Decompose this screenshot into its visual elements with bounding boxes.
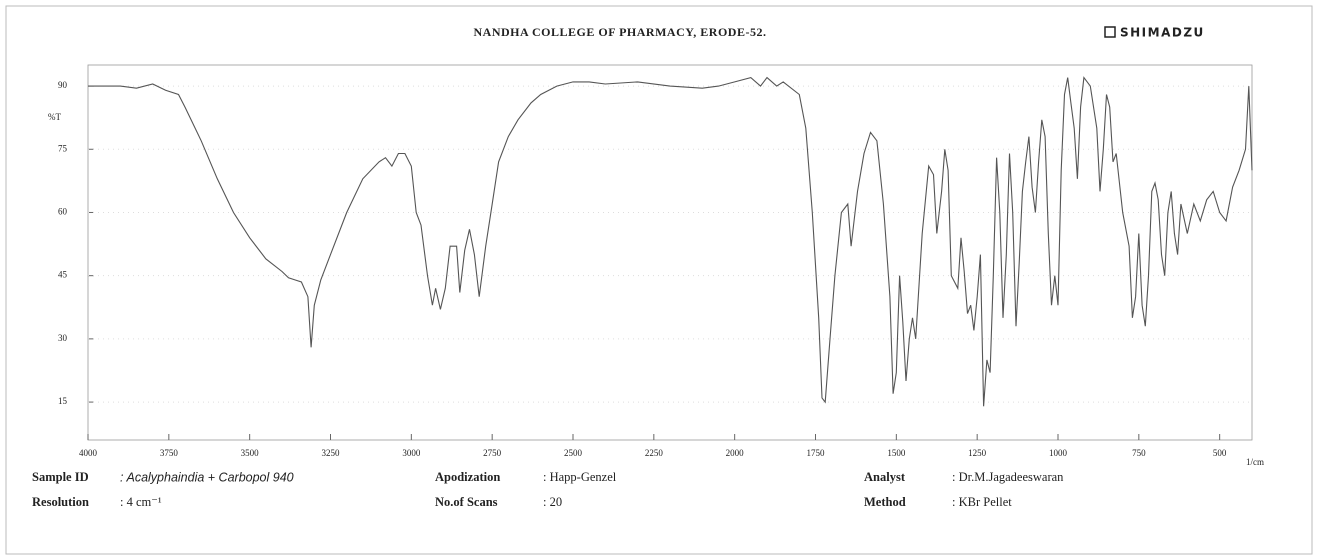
x-tick-label: 2000: [726, 448, 745, 458]
field-label: Method: [864, 495, 906, 509]
field-label: Resolution: [32, 495, 89, 509]
x-tick-label: 1500: [887, 448, 906, 458]
x-tick-label: 2500: [564, 448, 583, 458]
x-tick-label: 2750: [483, 448, 502, 458]
field-value: : 20: [543, 495, 562, 509]
header-title: NANDHA COLLEGE OF PHARMACY, ERODE-52.: [474, 25, 767, 39]
plot-frame: [87, 64, 1253, 441]
x-tick-label: 4000: [79, 448, 98, 458]
field-value: : Dr.M.Jagadeeswaran: [952, 470, 1064, 484]
logo-icon: [1104, 26, 1116, 38]
x-tick-label: 2250: [645, 448, 664, 458]
x-tick-label: 3000: [402, 448, 421, 458]
y-axis-label: %T: [48, 112, 61, 122]
x-tick-label: 3250: [322, 448, 341, 458]
x-tick-label: 1250: [968, 448, 987, 458]
field-value: : KBr Pellet: [952, 495, 1012, 509]
x-tick-label: 1000: [1049, 448, 1068, 458]
x-tick-label: 3750: [160, 448, 179, 458]
spectrum-line: [88, 76, 1253, 407]
field-label: No.of Scans: [435, 495, 498, 509]
field-value: : 4 cm⁻¹: [120, 495, 162, 509]
y-tick-label: 90: [58, 80, 68, 90]
x-tick-label: 3500: [241, 448, 260, 458]
x-tick-label: 500: [1213, 448, 1227, 458]
field-value: : Happ-Genzel: [543, 470, 617, 484]
y-tick-label: 60: [58, 207, 68, 217]
y-tick-label: 30: [58, 333, 68, 343]
brand: SHIMADZU: [1120, 26, 1205, 40]
sheet-border: [5, 5, 1313, 555]
field-label: Apodization: [435, 470, 500, 484]
y-tick-label: 15: [58, 396, 68, 406]
x-axis-label: 1/cm: [1246, 457, 1264, 467]
field-label: Analyst: [864, 470, 906, 484]
x-tick-label: 750: [1132, 448, 1146, 458]
x-tick-label: 1750: [807, 448, 826, 458]
y-tick-label: 45: [58, 270, 68, 280]
field-label: Sample ID: [32, 470, 89, 484]
field-value: : Acalyphaindia + Carbopol 940: [120, 470, 294, 484]
y-tick-label: 75: [58, 143, 68, 153]
